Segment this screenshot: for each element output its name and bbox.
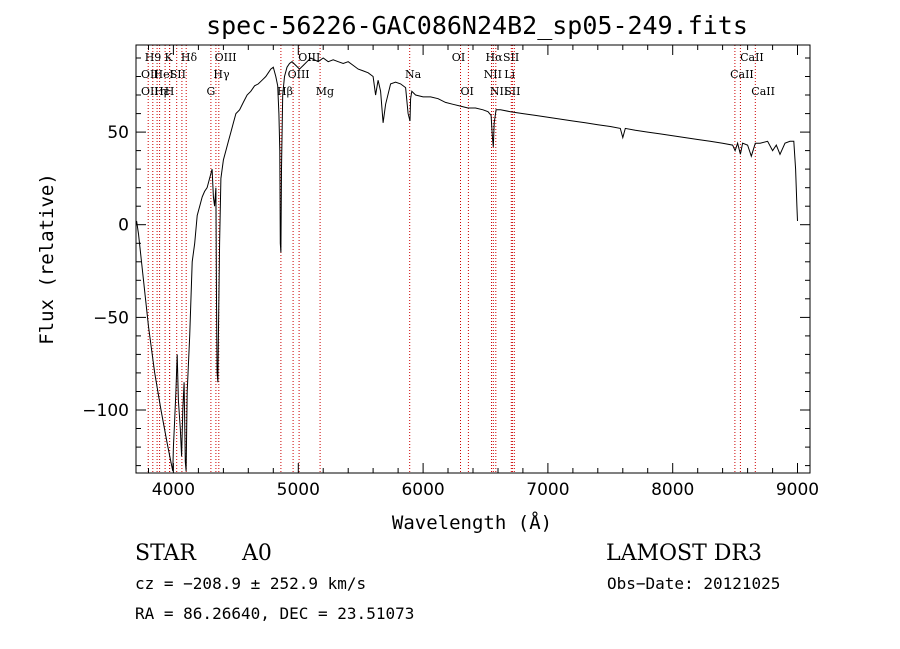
line-marker-label-5: OI <box>452 51 465 64</box>
x-tick-label-0: 4000 <box>152 480 195 500</box>
line-marker-label-15: NII <box>484 68 502 81</box>
y-axis-ticks: −100 −50 0 50 <box>82 57 810 467</box>
line-marker-label-1: K <box>165 51 174 64</box>
line-marker-label-11: SII <box>170 68 186 81</box>
chart-title: spec-56226-GAC086N24B2_sp05-249.fits <box>206 11 748 40</box>
line-marker-label-9: OII <box>141 68 159 81</box>
survey-label: LAMOST DR3 <box>606 541 762 566</box>
line-marker-label-26: NII <box>490 85 508 98</box>
line-marker-label-2: Hδ <box>181 51 198 64</box>
line-marker-label-16: Li <box>504 68 515 81</box>
line-marker-label-14: Na <box>405 68 422 81</box>
line-marker-label-0: H9 <box>145 51 162 64</box>
plot-frame <box>135 44 811 474</box>
spectrum-line <box>136 57 798 472</box>
line-marker-label-10: HeI <box>154 68 174 81</box>
x-tick-label-4: 8000 <box>651 480 694 500</box>
x-tick-label-3: 7000 <box>526 480 569 500</box>
line-marker-label-19: Hε <box>154 85 170 98</box>
line-marker-label-8: CaII <box>740 51 764 64</box>
coordinates: RA = 86.26640, DEC = 23.51073 <box>135 604 414 623</box>
y-tick-label-1: −50 <box>93 308 129 328</box>
line-marker-label-22: G <box>207 85 216 98</box>
line-marker-label-3: OIII <box>215 51 237 64</box>
line-marker-label-24: Mg <box>316 85 334 98</box>
x-tick-label-5: 9000 <box>776 480 819 500</box>
line-marker-label-25: OI <box>461 85 474 98</box>
y-tick-label-3: 50 <box>107 123 129 143</box>
x-axis-ticks: 4000 5000 6000 7000 8000 9000 <box>148 45 819 500</box>
obs-date: Obs−Date: 20121025 <box>607 574 780 593</box>
object-subclass: A0 <box>241 541 272 566</box>
line-marker-label-12: Hγ <box>213 68 230 81</box>
line-marker-label-20: η <box>160 85 167 98</box>
line-marker-label-18: OII <box>141 85 159 98</box>
line-marker-label-27: SII <box>504 85 520 98</box>
line-marker-label-6: Hα <box>486 51 504 64</box>
line-marker-label-28: CaII <box>751 85 775 98</box>
object-class: STAR <box>135 541 197 566</box>
y-tick-label-2: 0 <box>118 216 129 236</box>
line-marker-label-13: OIII <box>288 68 310 81</box>
y-axis-label: Flux (relative) <box>36 173 58 345</box>
line-marker-label-17: CaII <box>730 68 754 81</box>
line-marker-label-23: Hβ <box>277 85 293 98</box>
line-markers <box>147 45 756 473</box>
x-axis-label: Wavelength (Å) <box>392 511 552 534</box>
line-marker-label-7: SII <box>503 51 519 64</box>
redshift-readout: cz = −208.9 ± 252.9 km/s <box>135 574 366 593</box>
y-tick-label-0: −100 <box>82 401 129 421</box>
x-tick-label-2: 6000 <box>401 480 444 500</box>
line-marker-label-21: H <box>165 85 175 98</box>
line-marker-label-4: OIII <box>298 51 320 64</box>
x-tick-label-1: 5000 <box>277 480 320 500</box>
